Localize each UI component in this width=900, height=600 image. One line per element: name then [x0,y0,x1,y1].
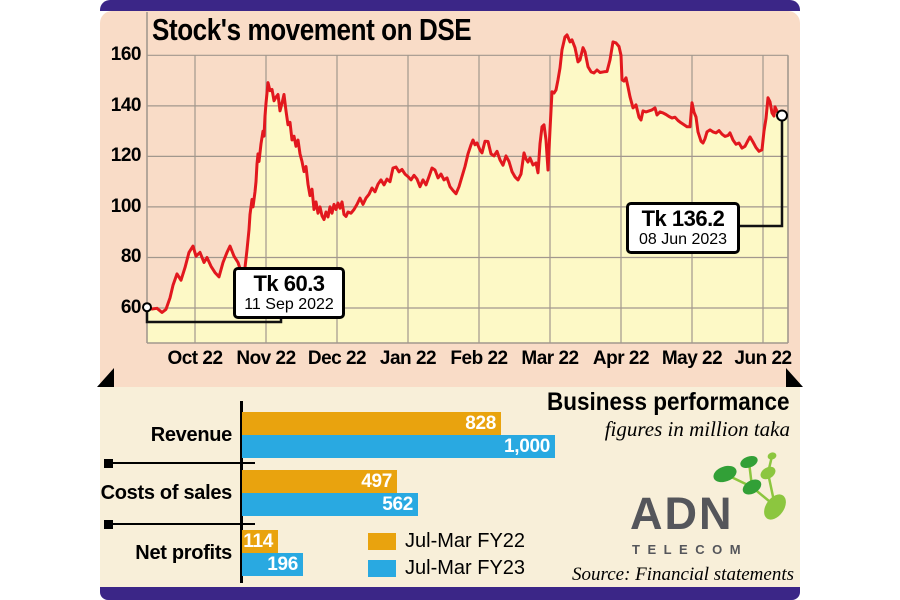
business-performance-panel: Business performance figures in million … [100,387,800,587]
price-area-fill [147,34,788,344]
category-label: Net profits [135,542,232,564]
bar-jul-mar-fy22: 828 [242,412,501,435]
legend-swatch [368,532,396,550]
category-label: Costs of sales [100,482,233,504]
legend-swatch [368,559,396,577]
y-tick-label: 160 [110,44,142,65]
legend-label: Jul-Mar FY23 [405,556,526,579]
y-tick-label: 140 [110,95,142,116]
x-tick-label: Apr 22 [592,348,650,369]
source-credit: Source: Financial statements [572,564,794,585]
category-separator [104,458,255,468]
performance-title: Business performance [547,388,790,416]
bottom-accent-bar [100,587,800,600]
annotation-low-value: Tk 60.3 [253,271,325,296]
bar-jul-mar-fy22: 114 [242,530,278,553]
logo-branch-icon [713,452,786,520]
x-tick-label: Oct 22 [167,348,223,369]
callout-line-low [145,311,283,324]
annotation-high-date: 08 Jun 2023 [638,231,728,248]
annotation-low-point: Tk 60.3 11 Sep 2022 [233,267,345,319]
annotation-high-point: Tk 136.2 08 Jun 2023 [626,202,740,254]
x-tick-label: Jun 22 [734,348,792,369]
legend-label: Jul-Mar FY22 [405,529,526,552]
category-label: Revenue [150,424,233,446]
top-accent-bar [100,0,800,11]
stock-line-chart-svg [142,12,789,344]
adn-telecom-logo: ADN TELECOM [628,451,792,557]
y-tick-label: 80 [120,246,142,267]
start-point-marker [142,302,152,313]
price-line [145,33,784,314]
logo-division-name: TELECOM [632,542,749,557]
x-tick-label: Dec 22 [307,348,367,369]
bar-chart-axis [240,401,243,583]
logo-company-name: ADN [630,488,734,539]
y-tick-label: 60 [120,297,142,318]
performance-subtitle: figures in million taka [604,417,790,441]
category-separator [104,519,255,529]
x-tick-label: Mar 22 [521,348,579,369]
legend-item: Jul-Mar FY22 [368,529,526,552]
bar-jul-mar-fy23: 196 [242,553,303,576]
y-tick-label: 120 [110,145,142,166]
x-tick-label: Jan 22 [379,348,437,369]
chart-title: Stock's movement on DSE [152,12,472,47]
bar-jul-mar-fy22: 497 [242,470,397,493]
bar-jul-mar-fy23: 1,000 [242,435,555,458]
x-tick-label: Nov 22 [236,348,296,369]
annotation-high-value: Tk 136.2 [641,206,725,231]
end-point-marker [776,109,788,122]
x-tick-label: Feb 22 [450,348,508,369]
callout-line-high [735,121,784,228]
bar-jul-mar-fy23: 562 [242,493,418,516]
y-tick-label: 100 [110,196,142,217]
annotation-low-date: 11 Sep 2022 [244,296,334,313]
stock-chart-panel: Stock's movement on DSE 60 80 100 120 140 160… [100,11,800,387]
x-tick-label: May 22 [661,348,723,369]
legend-item: Jul-Mar FY23 [368,556,526,579]
